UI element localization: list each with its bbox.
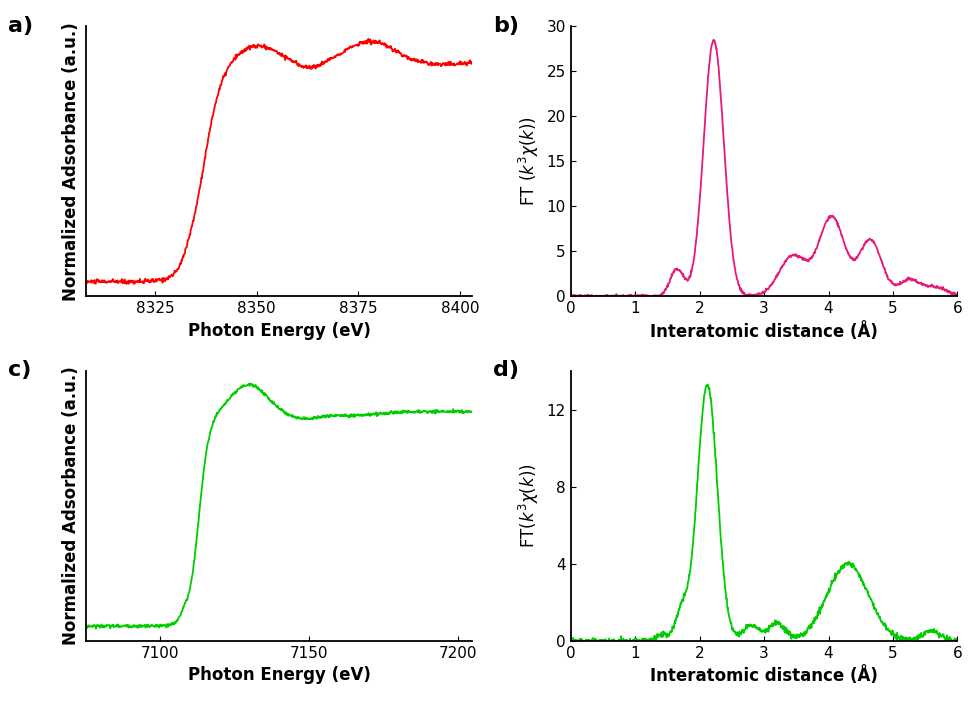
Y-axis label: FT ($k^{3}\chi$($k$)): FT ($k^{3}\chi$($k$)) — [516, 117, 540, 206]
Y-axis label: Normalized Adsorbance (a.u.): Normalized Adsorbance (a.u.) — [62, 22, 80, 300]
X-axis label: Interatomic distance (Å): Interatomic distance (Å) — [649, 666, 877, 685]
Y-axis label: Normalized Adsorbance (a.u.): Normalized Adsorbance (a.u.) — [62, 366, 80, 645]
X-axis label: Photon Energy (eV): Photon Energy (eV) — [188, 322, 370, 340]
Y-axis label: FT($k^{3}\chi$($k$)): FT($k^{3}\chi$($k$)) — [516, 464, 541, 548]
X-axis label: Photon Energy (eV): Photon Energy (eV) — [188, 666, 370, 684]
Text: a): a) — [8, 15, 33, 36]
Text: d): d) — [493, 360, 518, 380]
X-axis label: Interatomic distance (Å): Interatomic distance (Å) — [649, 322, 877, 340]
Text: b): b) — [493, 15, 518, 36]
Text: c): c) — [8, 360, 31, 380]
